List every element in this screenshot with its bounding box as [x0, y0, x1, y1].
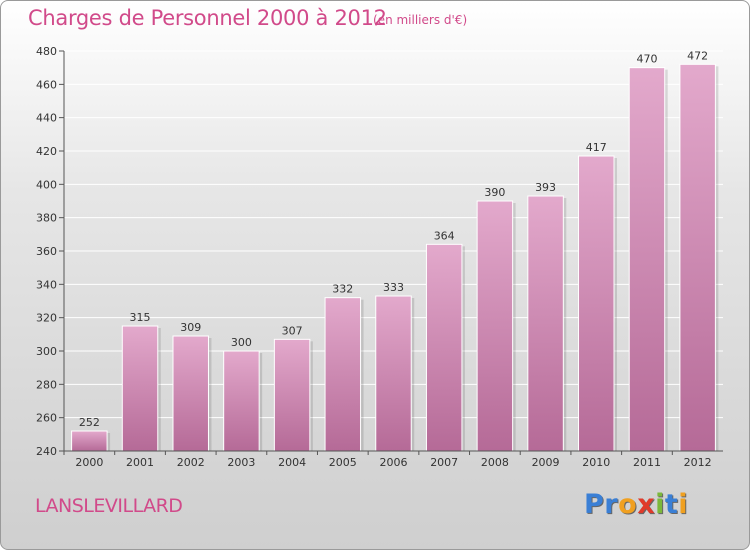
logo-letter: r — [604, 489, 619, 520]
y-tick-label: 240 — [36, 445, 57, 458]
x-tick-label: 2008 — [481, 456, 509, 469]
y-tick-label: 380 — [36, 212, 57, 225]
value-label: 417 — [586, 141, 607, 154]
x-tick-label: 2011 — [633, 456, 661, 469]
chart-subtitle: (en milliers d'€) — [373, 13, 468, 27]
x-tick-label: 2010 — [582, 456, 610, 469]
commune-name: LANSLEVILLARD — [35, 495, 183, 517]
bar — [172, 335, 209, 452]
value-label: 393 — [535, 181, 556, 194]
value-label: 333 — [383, 281, 404, 294]
bar — [71, 430, 108, 452]
logo-letter: o — [618, 489, 638, 520]
y-tick-label: 300 — [36, 345, 57, 358]
logo-letter: i — [655, 489, 665, 520]
x-tick-label: 2005 — [329, 456, 357, 469]
x-tick-label: 2006 — [380, 456, 408, 469]
value-label: 472 — [687, 49, 708, 62]
value-label: 315 — [130, 311, 151, 324]
bar — [476, 200, 514, 452]
chart-title: Charges de Personnel 2000 à 2012 — [28, 6, 387, 30]
value-label: 300 — [231, 336, 252, 349]
y-tick-label: 440 — [36, 112, 57, 125]
y-tick-label: 460 — [36, 78, 57, 91]
value-label: 309 — [180, 321, 201, 334]
logo-letter: x — [637, 489, 656, 520]
logo-letter: t — [664, 489, 679, 520]
bar — [527, 195, 564, 452]
bars-layer: 252 315 309 300 307 332 333 364 390 393 417 470 472 — [71, 49, 719, 452]
bar — [628, 67, 666, 452]
bar — [121, 325, 159, 452]
y-tick-label: 400 — [36, 178, 57, 191]
y-tick-label: 340 — [36, 278, 57, 291]
y-tick-label: 420 — [36, 145, 57, 158]
value-label: 364 — [434, 229, 455, 242]
value-label: 252 — [79, 416, 100, 429]
x-tick-label: 2007 — [430, 456, 458, 469]
logo-letter: P — [584, 489, 605, 520]
bar — [679, 63, 716, 452]
x-tick-label: 2009 — [532, 456, 560, 469]
x-tick-label: 2000 — [75, 456, 103, 469]
y-tick-label: 320 — [36, 312, 57, 325]
proxiti-logo[interactable]: Proxiti — [584, 489, 688, 520]
bar — [425, 243, 463, 452]
x-tick-label: 2001 — [126, 456, 154, 469]
value-label: 390 — [484, 186, 505, 199]
x-tick-label: 2004 — [278, 456, 306, 469]
y-tick-label: 280 — [36, 378, 57, 391]
y-tick-label: 260 — [36, 412, 57, 425]
value-label: 470 — [636, 53, 657, 66]
value-label: 332 — [332, 283, 353, 296]
value-label: 307 — [282, 324, 303, 337]
logo-letter: i — [678, 489, 689, 520]
bar — [375, 295, 412, 452]
y-tick-label: 360 — [36, 245, 57, 258]
bar — [273, 338, 311, 452]
x-tick-label: 2002 — [177, 456, 205, 469]
y-tick-label: 480 — [36, 45, 57, 58]
x-tick-label: 2012 — [684, 456, 712, 469]
bar — [578, 155, 615, 452]
x-tick-label: 2003 — [227, 456, 255, 469]
bar — [223, 350, 260, 452]
axis-layer: 240 260 280 300 320 340 360 380 400 420 440 460 480 2… — [36, 45, 723, 469]
bar — [324, 297, 362, 452]
